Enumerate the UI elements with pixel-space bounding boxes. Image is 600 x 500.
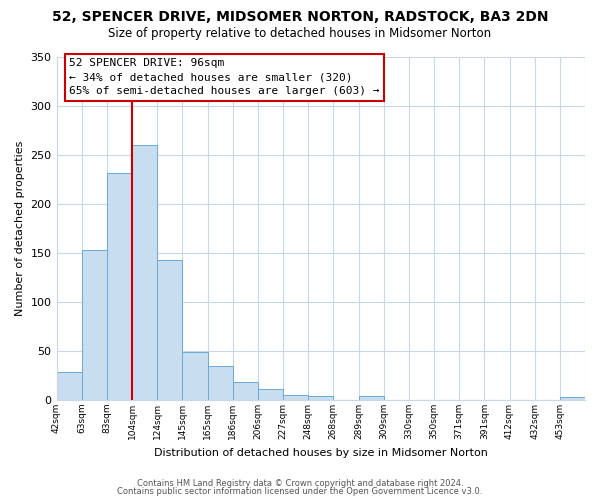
Bar: [233, 382, 258, 400]
Bar: [560, 397, 585, 400]
Bar: [132, 145, 157, 400]
Bar: [258, 389, 283, 400]
Bar: [208, 366, 233, 400]
Text: 52 SPENCER DRIVE: 96sqm
← 34% of detached houses are smaller (320)
65% of semi-d: 52 SPENCER DRIVE: 96sqm ← 34% of detache…: [69, 58, 380, 96]
Text: Size of property relative to detached houses in Midsomer Norton: Size of property relative to detached ho…: [109, 28, 491, 40]
Bar: [359, 396, 383, 400]
Bar: [56, 372, 82, 400]
Bar: [107, 174, 132, 400]
Text: Contains HM Land Registry data © Crown copyright and database right 2024.: Contains HM Land Registry data © Crown c…: [137, 478, 463, 488]
Y-axis label: Number of detached properties: Number of detached properties: [15, 140, 25, 316]
X-axis label: Distribution of detached houses by size in Midsomer Norton: Distribution of detached houses by size …: [154, 448, 488, 458]
Bar: [308, 396, 334, 400]
Bar: [283, 395, 308, 400]
Text: Contains public sector information licensed under the Open Government Licence v3: Contains public sector information licen…: [118, 487, 482, 496]
Bar: [182, 352, 208, 400]
Bar: [157, 260, 182, 400]
Bar: [82, 250, 107, 400]
Text: 52, SPENCER DRIVE, MIDSOMER NORTON, RADSTOCK, BA3 2DN: 52, SPENCER DRIVE, MIDSOMER NORTON, RADS…: [52, 10, 548, 24]
